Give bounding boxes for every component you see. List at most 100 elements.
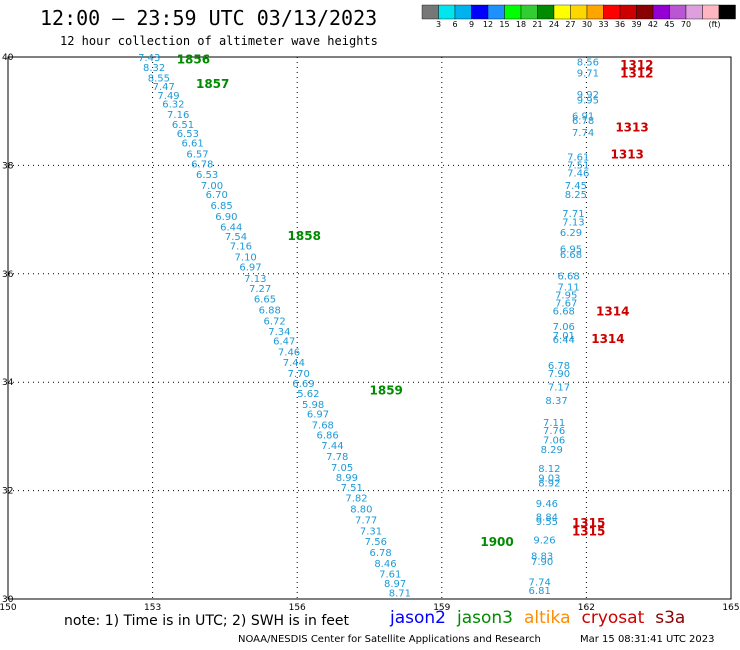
y-tick-label: 30 [2, 595, 14, 605]
wave-height-value: 7.71 [562, 209, 584, 220]
colorbar-swatch [669, 4, 687, 20]
wave-height-value: 6.78 [370, 548, 392, 559]
colorbar-label: 3 [435, 20, 442, 29]
satellite-jason2: jason2 [390, 608, 446, 628]
wave-height-value: 7.06 [543, 436, 565, 447]
wave-height-value: 7.43 [138, 53, 160, 64]
colorbar-label: 36 [614, 20, 626, 29]
wave-height-value: 7.90 [548, 369, 570, 380]
wave-height-value: 8.80 [350, 505, 372, 516]
pass-time-label: 1859 [370, 383, 403, 397]
colorbar-swatch [520, 4, 538, 20]
colorbar-label: 42 [647, 20, 659, 29]
wave-height-value: 7.78 [326, 452, 348, 463]
wave-height-value: 7.06 [553, 322, 575, 333]
satellite-s3a: s3a [655, 608, 686, 628]
wave-height-value: 7.44 [283, 358, 305, 369]
pass-time-label: 1313 [615, 120, 648, 134]
colorbar-label: 15 [499, 20, 510, 29]
wave-height-value: 6.88 [259, 306, 281, 317]
y-tick-label: 36 [2, 270, 14, 280]
y-tick-label: 40 [2, 53, 14, 63]
wave-height-value: 7.13 [244, 274, 266, 285]
colorbar-label: 30 [581, 20, 593, 29]
wave-height-value: 6.51 [172, 120, 194, 131]
wave-height-value: 7.74 [529, 578, 551, 589]
wave-height-value: 6.91 [572, 112, 594, 123]
wave-height-value: 8.71 [389, 589, 411, 600]
satellite-cryosat: cryosat [581, 608, 645, 628]
wave-height-value: 7.01 [553, 331, 575, 342]
wave-height-value: 6.57 [186, 150, 208, 161]
wave-height-value: 6.78 [572, 116, 594, 127]
wave-height-value: 8.97 [384, 579, 406, 590]
wave-height-value: 8.25 [565, 190, 587, 201]
x-tick-label: 159 [433, 603, 450, 613]
wave-height-value: 7.45 [565, 181, 587, 192]
wave-height-value: 9.92 [577, 90, 599, 101]
wave-height-value: 7.49 [157, 91, 179, 102]
colorbar-swatch [471, 4, 489, 20]
pass-time-label: 1313 [611, 148, 644, 162]
wave-height-value: 9.46 [536, 499, 558, 510]
wave-height-value: 7.70 [288, 369, 310, 380]
wave-height-value: 7.51 [341, 483, 363, 494]
colorbar-swatch [685, 4, 703, 20]
satellite-altika: altika [524, 608, 571, 628]
colorbar-swatch [487, 4, 505, 20]
wave-height-value: 8.56 [577, 57, 599, 68]
colorbar-swatch [619, 4, 637, 20]
y-axis-ticks: 40 38 36 34 32 30 [2, 53, 14, 605]
wave-height-value: 7.54 [225, 232, 247, 243]
footer-note: note: 1) Time is in UTC; 2) SWH is in fe… [64, 613, 350, 629]
pass-time-label: 1314 [596, 305, 629, 319]
wave-height-value: 6.81 [529, 586, 551, 597]
wave-height-value: 7.17 [548, 383, 570, 394]
wave-height-value: 8.99 [336, 473, 358, 484]
wave-height-value: 7.51 [567, 160, 589, 171]
colorbar-swatch [570, 4, 588, 20]
wave-height-value: 8.29 [541, 445, 563, 456]
colorbar-label: 12 [482, 20, 494, 29]
wave-height-value: 7.11 [557, 282, 579, 293]
colorbar-label: 9 [468, 20, 475, 29]
wave-height-value: 6.72 [263, 316, 285, 327]
wave-height-value: 7.61 [379, 570, 401, 581]
pass-time-label: 1312 [620, 66, 653, 80]
colorbar-swatch [421, 4, 439, 20]
wave-height-value: 7.05 [331, 463, 353, 474]
colorbar-swatch [537, 4, 555, 20]
wave-height-value: 7.16 [230, 242, 252, 253]
wave-height-value: 6.29 [560, 228, 582, 239]
wave-height-value: 7.47 [153, 82, 175, 93]
page-title: 12:00 – 23:59 UTC 03/13/2023 [40, 6, 378, 30]
plot-frame [7, 56, 732, 600]
wave-height-value: 6.97 [239, 262, 261, 273]
wave-height-value: 7.68 [312, 421, 334, 432]
wave-height-value: 9.55 [536, 517, 558, 528]
wave-height-value: 7.31 [360, 526, 382, 537]
wave-height-value: 8.84 [536, 513, 558, 524]
wave-height-value: 6.32 [162, 100, 184, 111]
wave-height-value: 6.69 [292, 379, 314, 390]
wave-height-value: 6.86 [316, 430, 338, 441]
x-tick-label: 165 [722, 603, 739, 613]
wave-height-value: 7.76 [543, 426, 565, 437]
colorbar-swatch [702, 4, 720, 20]
colorbar-swatch [504, 4, 522, 20]
pass-time-label: 1315 [572, 516, 605, 530]
pass-time-label: 1857 [196, 77, 229, 91]
y-tick-label: 32 [2, 487, 13, 497]
wave-height-value: 6.78 [548, 361, 570, 372]
colorbar-label: 21 [532, 20, 543, 29]
x-tick-label: 162 [578, 603, 595, 613]
wave-height-value: 8.83 [531, 552, 553, 563]
wave-height-value: 6.78 [191, 159, 213, 170]
wave-height-value: 7.34 [268, 327, 290, 338]
page-subtitle: 12 hour collection of altimeter wave hei… [60, 34, 378, 48]
wave-height-value: 7.13 [562, 217, 584, 228]
wave-height-value: 6.65 [254, 294, 276, 305]
graticule [8, 57, 731, 599]
wave-height-value: 7.77 [355, 515, 377, 526]
